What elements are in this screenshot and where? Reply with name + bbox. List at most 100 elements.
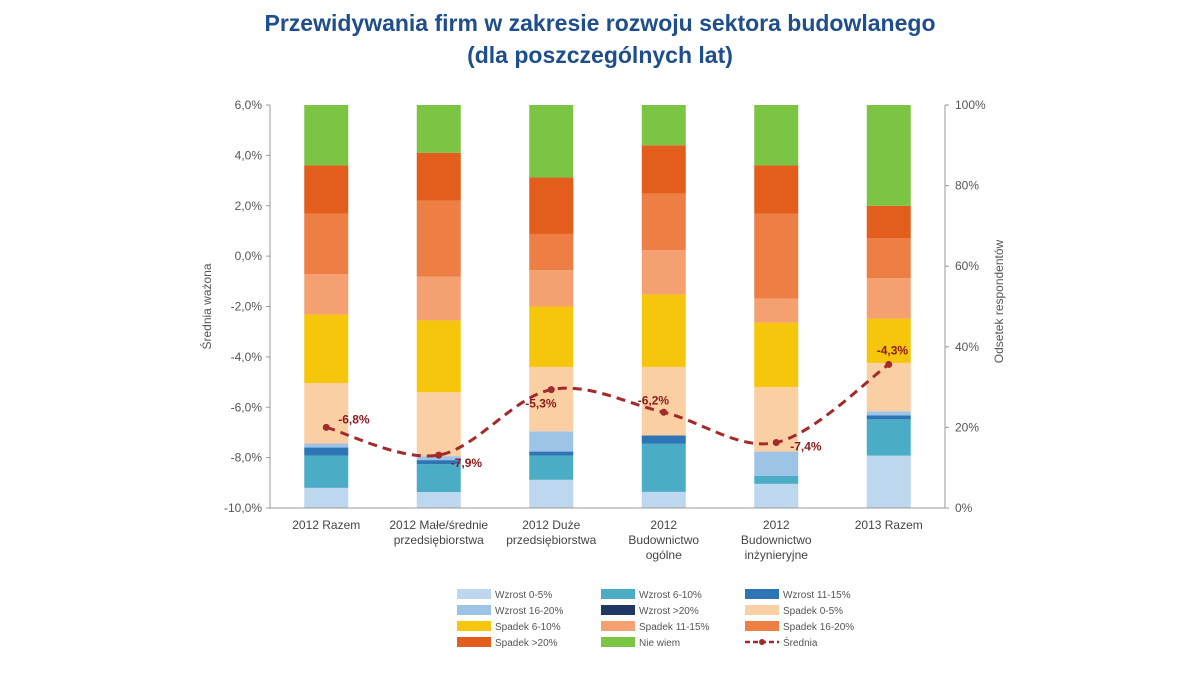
average-point [772,439,780,447]
bar-segment-2-11 [416,105,461,153]
category-label: inżynieryjne [745,548,809,562]
bar-segment-3-9 [529,233,574,271]
legend-label: Wzrost >20% [639,606,699,617]
legend-swatch [601,637,635,647]
right-tick-label: 40% [955,340,979,354]
bar-segment-1-4 [304,443,349,448]
bar-segment-5-1 [754,483,799,508]
bar-segment-4-8 [641,250,686,295]
bars-group [304,105,911,508]
average-data-label: -4,3% [877,343,909,357]
bar-segment-5-9 [754,213,799,299]
legend-swatch [745,621,779,631]
bar-segment-4-11 [641,105,686,146]
chart-title-line2: (dla poszczególnych lat) [467,42,733,68]
legend-swatch [457,621,491,631]
left-tick-label: 2,0% [235,199,263,213]
right-tick-label: 20% [955,420,979,434]
left-tick-label: 0,0% [235,249,263,263]
legend-label: Wzrost 0-5% [495,590,552,601]
right-tick-label: 60% [955,259,979,273]
bar-segment-1-3 [304,447,349,456]
bar-segment-6-4 [866,411,911,416]
bar-segment-2-2 [416,464,461,493]
average-data-label: -7,9% [451,456,483,470]
legend-label: Spadek 16-20% [783,622,854,633]
bar-segment-3-4 [529,431,574,452]
left-tick-label: -4,0% [231,350,263,364]
bar-segment-1-1 [304,487,349,508]
category-label: 2012 Małe/średnie [389,518,488,532]
bar-segment-5-2 [754,475,799,484]
legend-swatch [457,637,491,647]
average-line [325,363,890,458]
bar-segment-3-10 [529,177,574,234]
average-data-label: -7,4% [790,440,822,454]
bar-segment-6-6 [866,362,911,412]
bar-segment-4-7 [641,294,686,367]
left-tick-label: 6,0% [235,98,263,112]
bar-segment-5-7 [754,322,799,388]
bar-segment-2-8 [416,276,461,321]
bar-segment-5-4 [754,451,799,476]
bar-segment-3-1 [529,479,574,508]
bar-segment-4-6 [641,366,686,436]
left-tick-label: -6,0% [231,400,263,414]
bar-segment-4-2 [641,443,686,492]
right-axis-title: Odsetek respondentów [992,239,1006,363]
bar-segment-2-9 [416,200,461,277]
legend-swatch [601,621,635,631]
legend-label: Spadek >20% [495,638,558,649]
legend-label: Wzrost 11-15% [783,590,851,601]
bar-segment-3-8 [529,270,574,307]
bar-segment-5-8 [754,298,799,323]
legend-swatch [601,589,635,599]
average-point [885,360,893,368]
legend-label: Spadek 0-5% [783,606,843,617]
bar-segment-6-2 [866,419,911,456]
axes-group: 2012 Razem 2012 Małe/średnieprzedsiębiors… [199,98,1006,562]
legend-swatch [601,605,635,615]
category-label: przedsiębiorstwa [394,533,484,547]
average-point [435,451,443,459]
left-tick-label: -2,0% [231,300,263,314]
bar-segment-6-7 [866,318,911,363]
category-label: 2012 Razem [292,518,360,532]
bar-segment-3-7 [529,306,574,367]
category-label: Budownictwo [741,533,812,547]
legend-swatch-marker [759,639,765,645]
left-axis-title: Średnia ważona [199,263,214,349]
category-label: 2012 Duże [522,518,580,532]
left-tick-label: 4,0% [235,148,263,162]
bar-segment-4-3 [641,435,686,444]
legend-label: Spadek 11-15% [639,622,710,633]
average-data-label: -6,8% [338,412,370,426]
right-tick-label: 0% [955,501,973,515]
legend-label: Wzrost 6-10% [639,590,702,601]
bar-segment-2-3 [416,460,461,465]
average-data-label: -6,2% [638,393,670,407]
bar-segment-5-10 [754,165,799,214]
bar-segment-6-8 [866,278,911,319]
category-label: ogólne [646,548,682,562]
bar-segment-4-10 [641,145,686,194]
left-tick-label: -8,0% [231,451,263,465]
bar-segment-6-9 [866,237,911,279]
legend: Wzrost 0-5% Wzrost 6-10% Wzrost 11-15% Wzro… [457,589,854,649]
legend-label: Spadek 6-10% [495,622,561,633]
legend-swatch [457,605,491,615]
average-point [322,423,330,431]
category-label: 2012 [650,518,677,532]
legend-swatch [745,605,779,615]
bar-segment-4-9 [641,193,686,251]
category-label: Budownictwo [628,533,699,547]
bar-segment-1-7 [304,314,349,384]
bar-segment-1-8 [304,274,349,315]
right-tick-label: 100% [955,98,986,112]
bar-segment-1-2 [304,455,349,488]
category-label: 2012 [763,518,790,532]
chart-title-line1: Przewidywania firm w zakresie rozwoju se… [264,10,936,36]
legend-label: Średnia [783,636,818,649]
bar-segment-1-9 [304,213,349,275]
